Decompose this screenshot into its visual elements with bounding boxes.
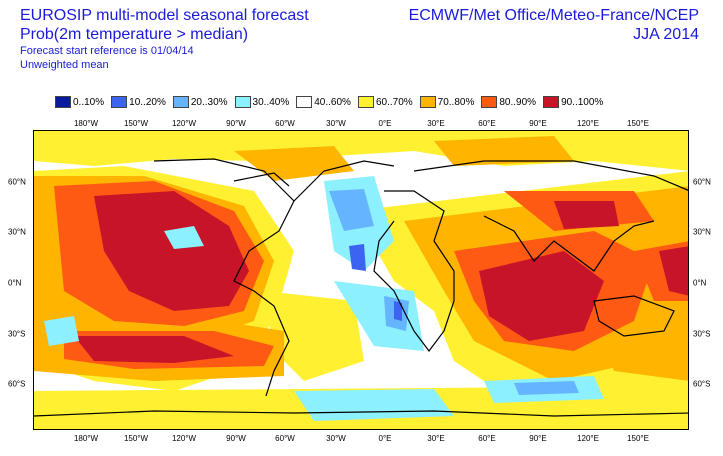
legend-swatch <box>357 96 374 108</box>
legend-label: 60..70% <box>375 96 413 108</box>
tick-label: 30°W <box>326 119 346 128</box>
legend-label: 70..80% <box>437 96 475 108</box>
tick-label: 60°N <box>693 177 711 187</box>
tick-label: 0°E <box>378 434 392 443</box>
legend-swatch <box>296 96 313 108</box>
prob-10-20-regions <box>349 244 402 321</box>
legend-label: 0..10% <box>73 96 105 108</box>
tick-label: 30°S <box>8 329 26 339</box>
tick-label: 90°W <box>226 119 246 128</box>
tick-label: 120°E <box>577 434 599 443</box>
tick-label: 60°E <box>478 434 496 443</box>
legend-label: 80..90% <box>499 96 537 108</box>
legend-item: 40..60% <box>296 95 351 109</box>
legend-item: 0..10% <box>55 95 104 109</box>
tick-label: 30°E <box>427 434 445 443</box>
tick-label: 30°E <box>427 119 445 128</box>
legend-label: 20..30% <box>190 96 228 108</box>
probability-map <box>34 131 688 429</box>
tick-label: 0°N <box>8 278 22 288</box>
legend-label: 30..40% <box>252 96 290 108</box>
tick-label: 150°E <box>627 434 649 443</box>
tick-label: 180°W <box>73 119 99 128</box>
tick-label: 0°E <box>378 119 392 128</box>
tick-label: 120°E <box>577 119 599 128</box>
legend-item: 90..100% <box>543 95 603 109</box>
tick-label: 60°N <box>8 177 26 187</box>
legend-label: 10..20% <box>129 96 166 108</box>
legend-swatch <box>55 96 71 108</box>
forecast-centers: ECMWF/Met Office/Meteo-France/NCEP <box>408 7 699 24</box>
legend-item: 20..30% <box>172 95 228 109</box>
legend-item: 10..20% <box>111 95 166 109</box>
legend-swatch <box>543 96 560 108</box>
tick-label: 90°E <box>529 434 547 443</box>
legend-swatch <box>111 96 128 108</box>
forecast-reference: Forecast start reference is 01/04/14 <box>20 45 194 57</box>
tick-label: 30°N <box>8 227 26 237</box>
map-frame <box>33 130 689 430</box>
tick-label: 60°E <box>478 119 496 128</box>
legend-item: 80..90% <box>481 95 536 109</box>
legend-swatch <box>172 96 189 108</box>
prob-90-100-regions <box>74 191 688 363</box>
legend-item: 60..70% <box>357 95 413 109</box>
tick-label: 60°S <box>693 379 711 389</box>
tick-label: 30°S <box>693 329 711 339</box>
legend-item: 30..40% <box>234 95 290 109</box>
forecast-season: JJA 2014 <box>633 26 699 43</box>
tick-label: 150°E <box>627 119 649 128</box>
legend-swatch <box>234 96 251 108</box>
tick-label: 90°W <box>226 434 246 443</box>
map-title: EUROSIP multi-model seasonal forecast <box>20 7 309 24</box>
tick-label: 180°W <box>73 434 99 443</box>
legend-label: 40..60% <box>314 96 351 108</box>
tick-label: 150°W <box>123 119 149 128</box>
legend-swatch <box>481 96 498 108</box>
tick-label: 30°W <box>326 434 346 443</box>
tick-label: 60°W <box>275 434 295 443</box>
legend-swatch <box>419 96 436 108</box>
title-block: EUROSIP multi-model seasonal forecast Pr… <box>20 6 309 72</box>
tick-label: 150°W <box>123 434 149 443</box>
legend-label: 90..100% <box>561 96 604 108</box>
mean-note: Unweighted mean <box>20 59 109 71</box>
tick-label: 120°W <box>171 434 197 443</box>
tick-label: 60°S <box>8 379 26 389</box>
coastlines <box>34 158 688 417</box>
tick-label: 30°N <box>693 227 711 237</box>
map-subtitle: Prob(2m temperature > median) <box>20 26 249 43</box>
tick-label: 120°W <box>171 119 197 128</box>
tick-label: 0°N <box>693 278 707 288</box>
legend-item: 70..80% <box>419 95 475 109</box>
legend: 0..10% 10..20% 20..30% 30..40% 40..60% 60..70… <box>55 95 610 109</box>
tick-label: 90°E <box>529 119 547 128</box>
tick-label: 60°W <box>275 119 295 128</box>
source-block: ECMWF/Met Office/Meteo-France/NCEP JJA 2… <box>409 6 699 44</box>
